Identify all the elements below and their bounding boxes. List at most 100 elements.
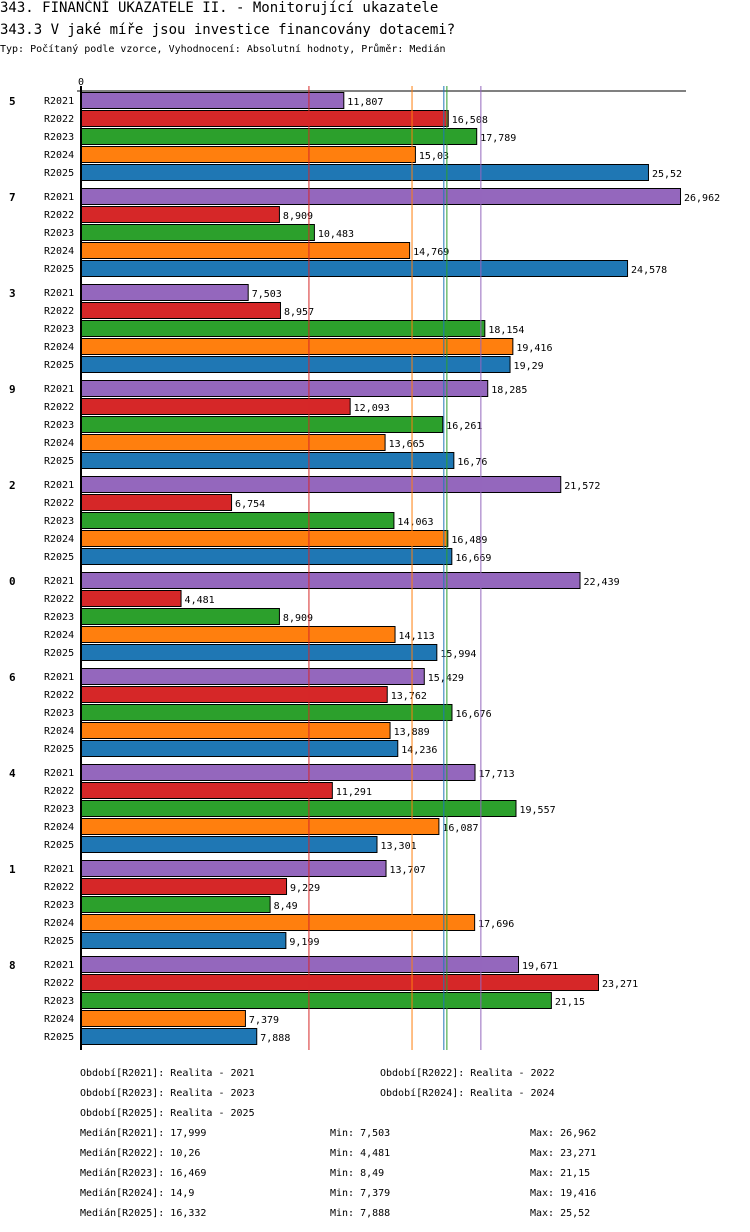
- chart-subtitle: Typ: Počítaný podle vzorce, Vyhodnocení:…: [0, 44, 446, 55]
- bar: [81, 914, 476, 931]
- series-label: R2025: [44, 648, 74, 659]
- category-label: 9: [9, 383, 16, 396]
- data-label: 15,429: [428, 673, 464, 684]
- data-label: 8,957: [284, 307, 314, 318]
- data-label: 18,154: [488, 325, 524, 336]
- bar: [81, 530, 449, 547]
- bar: [81, 722, 391, 739]
- data-label: 24,578: [631, 265, 667, 276]
- data-label: 16,669: [455, 553, 491, 564]
- series-label: R2024: [44, 246, 74, 257]
- series-label: R2023: [44, 804, 74, 815]
- data-label: 15,994: [440, 649, 476, 660]
- series-label: R2021: [44, 192, 74, 203]
- stat-median-r2024: Medián[R2024]: 14,9: [80, 1188, 195, 1199]
- series-label: R2023: [44, 420, 74, 431]
- series-label: R2021: [44, 480, 74, 491]
- data-label: 4,481: [185, 595, 215, 606]
- bar: [81, 974, 599, 991]
- page-title: 343. FINANČNÍ UKAZATELE II. - Monitorují…: [0, 0, 439, 16]
- series-label: R2022: [44, 978, 74, 989]
- bar: [81, 878, 288, 895]
- bar: [81, 932, 287, 949]
- legend-period-r2023: Období[R2023]: Realita - 2023: [80, 1088, 255, 1099]
- data-label: 25,52: [652, 169, 682, 180]
- stat-min-r2024: Min: 7,379: [330, 1188, 391, 1199]
- series-label: R2025: [44, 552, 74, 563]
- series-label: R2024: [44, 726, 74, 737]
- data-label: 11,291: [336, 787, 372, 798]
- x-tick-label: 0: [78, 77, 84, 88]
- stat-max-r2024: Max: 19,416: [530, 1188, 597, 1199]
- stat-max-r2022: Max: 23,271: [530, 1148, 597, 1159]
- data-label: 21,15: [555, 997, 585, 1008]
- stat-median-r2022: Medián[R2022]: 10,26: [80, 1148, 201, 1159]
- bar: [81, 740, 399, 757]
- bar: [81, 206, 280, 223]
- data-label: 22,439: [584, 577, 620, 588]
- series-label: R2025: [44, 744, 74, 755]
- data-label: 17,713: [479, 769, 515, 780]
- data-label: 21,572: [564, 481, 600, 492]
- series-label: R2025: [44, 456, 74, 467]
- bar: [81, 434, 386, 451]
- bar: [81, 836, 378, 853]
- category-label: 7: [9, 191, 16, 204]
- series-label: R2023: [44, 324, 74, 335]
- bar: [81, 188, 681, 205]
- bar: [81, 764, 476, 781]
- bar: [81, 860, 387, 877]
- bar: [81, 1028, 258, 1045]
- chart-question: 343.3 V jaké míře jsou investice financo…: [0, 22, 456, 38]
- series-label: R2022: [44, 306, 74, 317]
- bar: [81, 164, 649, 181]
- stat-median-r2025: Medián[R2025]: 16,332: [80, 1208, 207, 1219]
- series-label: R2025: [44, 264, 74, 275]
- series-label: R2022: [44, 498, 74, 509]
- series-label: R2025: [44, 936, 74, 947]
- series-label: R2023: [44, 612, 74, 623]
- series-label: R2022: [44, 114, 74, 125]
- bar: [81, 686, 388, 703]
- series-label: R2021: [44, 960, 74, 971]
- bar: [81, 896, 271, 913]
- series-label: R2024: [44, 918, 74, 929]
- data-label: 16,508: [452, 115, 488, 126]
- category-label: 0: [9, 575, 16, 588]
- bar: [81, 146, 416, 163]
- category-label: 5: [9, 95, 16, 108]
- bar: [81, 608, 280, 625]
- data-label: 8,909: [283, 613, 313, 624]
- data-label: 17,789: [480, 133, 516, 144]
- series-label: R2024: [44, 534, 74, 545]
- data-label: 23,271: [602, 979, 638, 990]
- series-label: R2022: [44, 594, 74, 605]
- data-label: 16,489: [451, 535, 487, 546]
- data-label: 11,807: [347, 97, 383, 108]
- series-label: R2023: [44, 228, 74, 239]
- bar: [81, 956, 520, 973]
- category-label: 4: [9, 767, 16, 780]
- data-label: 7,503: [252, 289, 282, 300]
- series-label: R2022: [44, 210, 74, 221]
- data-label: 19,29: [514, 361, 544, 372]
- data-label: 17,696: [478, 919, 514, 930]
- bar-chart: 0 5 R2021 11,807 R2022 16,508 R2023 17,789 R2024…: [9, 77, 720, 1050]
- bar: [81, 320, 486, 337]
- data-label: 19,557: [519, 805, 555, 816]
- bar: [81, 416, 444, 433]
- series-label: R2025: [44, 840, 74, 851]
- bar: [81, 782, 333, 799]
- data-label: 14,769: [413, 247, 449, 258]
- series-label: R2023: [44, 900, 74, 911]
- legend-period-r2025: Období[R2025]: Realita - 2025: [80, 1108, 255, 1119]
- data-label: 8,909: [283, 211, 313, 222]
- bar: [81, 398, 351, 415]
- data-label: 14,113: [399, 631, 435, 642]
- bar: [81, 512, 395, 529]
- category-label: 3: [9, 287, 16, 300]
- data-label: 19,416: [516, 343, 552, 354]
- series-label: R2021: [44, 288, 74, 299]
- series-label: R2021: [44, 96, 74, 107]
- data-label: 7,379: [249, 1015, 279, 1026]
